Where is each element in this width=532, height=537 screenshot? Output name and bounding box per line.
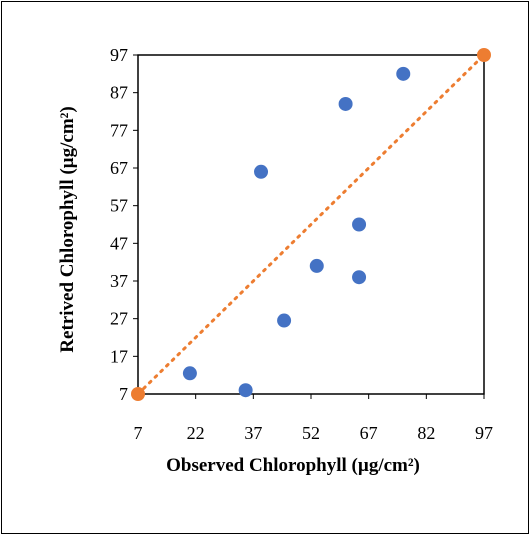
y-tick-label: 97 — [110, 45, 128, 65]
x-axis-ticks: 7 22 37 52 67 82 97 — [134, 394, 494, 443]
y-tick-label: 37 — [110, 271, 128, 291]
data-point — [239, 383, 253, 397]
y-tick-label: 7 — [119, 384, 128, 404]
one-to-one-line — [138, 55, 484, 394]
data-point — [183, 366, 197, 380]
data-point — [352, 218, 366, 232]
data-point — [310, 259, 324, 273]
x-tick-label: 97 — [475, 423, 493, 443]
y-tick-label: 27 — [110, 309, 128, 329]
x-tick-label: 7 — [134, 423, 143, 443]
x-tick-label: 52 — [302, 423, 320, 443]
data-point — [396, 67, 410, 81]
y-axis-title: Retrived Chlorophyll (µg/cm²) — [57, 106, 78, 352]
x-tick-label: 37 — [244, 423, 262, 443]
x-axis-title: Observed Chlorophyll (µg/cm²) — [166, 455, 420, 476]
reference-endpoint — [131, 387, 145, 401]
y-tick-label: 17 — [110, 346, 128, 366]
y-tick-label: 67 — [110, 158, 128, 178]
y-tick-label: 87 — [110, 83, 128, 103]
x-tick-label: 22 — [187, 423, 205, 443]
y-tick-label: 47 — [110, 233, 128, 253]
y-axis-ticks: 7 17 27 37 47 57 67 77 87 97 — [110, 45, 138, 404]
y-tick-label: 57 — [110, 196, 128, 216]
data-point — [277, 314, 291, 328]
x-tick-label: 67 — [360, 423, 378, 443]
x-tick-label: 82 — [417, 423, 435, 443]
data-point — [339, 97, 353, 111]
y-tick-label: 77 — [110, 120, 128, 140]
data-point — [254, 165, 268, 179]
reference-endpoint — [477, 48, 491, 62]
data-point — [352, 270, 366, 284]
